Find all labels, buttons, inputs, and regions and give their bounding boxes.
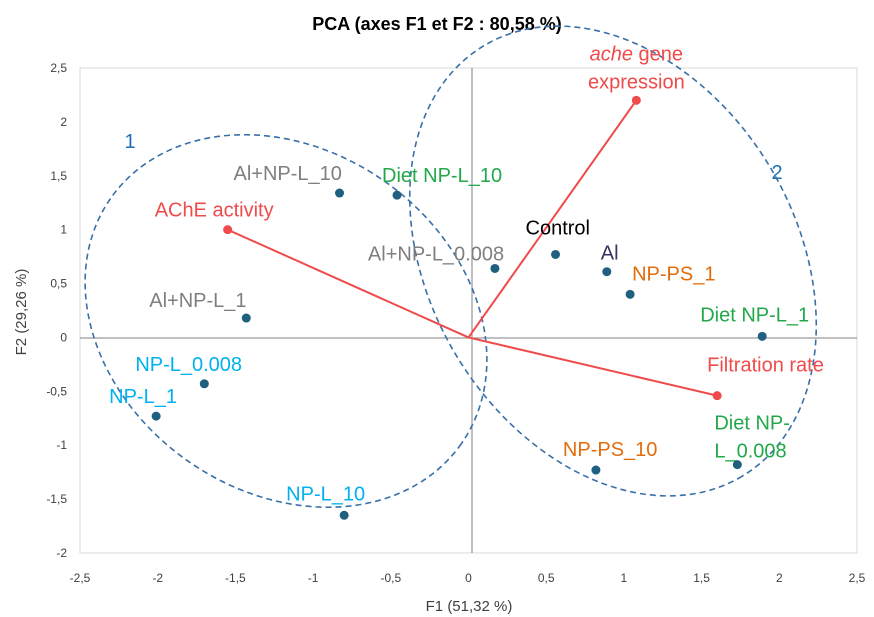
variable-vector-tip bbox=[712, 391, 722, 401]
observation-label: Diet NP-L_1 bbox=[700, 304, 809, 326]
x-tick-label: 1 bbox=[621, 571, 628, 585]
x-axis-ticks: -2,5 -2 -1,5 -1 -0,5 0 0,5 1 1,5 2 2,5 bbox=[70, 571, 866, 585]
variable-vector-line bbox=[468, 336, 718, 397]
y-tick-label: -2 bbox=[56, 546, 67, 560]
y-axis-ticks: 2,5 2 1,5 1 0,5 0 -0,5 -1 -1,5 -2 bbox=[46, 61, 67, 560]
observation-point bbox=[625, 289, 635, 299]
y-tick-label: 1,5 bbox=[50, 169, 67, 183]
observation-point bbox=[392, 190, 402, 200]
observation-label: Control bbox=[526, 217, 590, 239]
y-tick-label: 2 bbox=[60, 115, 67, 129]
variable-label: Filtration rate bbox=[707, 355, 824, 377]
y-tick-label: 0,5 bbox=[50, 277, 67, 291]
observation-label: Al+NP-L_0.008 bbox=[368, 243, 504, 265]
cluster-ellipse-1 bbox=[84, 133, 488, 509]
observation-point bbox=[490, 263, 500, 273]
cluster-ellipses: 1 2 bbox=[84, 25, 818, 509]
x-axis-label: F1 (51,32 %) bbox=[426, 598, 513, 615]
cluster-label-1: 1 bbox=[124, 131, 135, 153]
cluster-ellipse-2 bbox=[408, 25, 818, 497]
y-tick-label: 2,5 bbox=[50, 61, 67, 75]
cluster-label-2: 2 bbox=[771, 162, 782, 184]
chart-title: PCA (axes F1 et F2 : 80,58 %) bbox=[312, 14, 561, 34]
observation-point bbox=[591, 465, 601, 475]
observation-point bbox=[602, 267, 612, 277]
x-tick-label: -1 bbox=[308, 571, 319, 585]
observation-point bbox=[757, 331, 767, 341]
observation-label: NP-L_10 bbox=[286, 483, 365, 505]
x-tick-label: -0,5 bbox=[380, 571, 401, 585]
observation-point bbox=[339, 510, 349, 520]
x-tick-label: 2 bbox=[776, 571, 783, 585]
observation-point bbox=[732, 460, 742, 470]
observation-point bbox=[335, 188, 345, 198]
x-tick-label: -2 bbox=[152, 571, 163, 585]
y-tick-label: -1 bbox=[56, 438, 67, 452]
variable-vector-tip bbox=[631, 95, 641, 105]
x-tick-label: 0 bbox=[465, 571, 472, 585]
variable-vector-tip bbox=[223, 225, 233, 235]
observation-label: Al bbox=[601, 243, 619, 265]
variable-vectors: ache gene expression AChE activity Filtrati… bbox=[155, 43, 824, 401]
observation-label: NP-L_0.008 bbox=[135, 354, 242, 376]
y-axis-label: F2 (29,26 %) bbox=[13, 269, 30, 356]
y-tick-label: 0 bbox=[60, 330, 67, 344]
observation-label: NP-PS_1 bbox=[632, 263, 715, 285]
observation-points: Al+NP-L_10 Diet NP-L_10 Al+NP-L_0.008 Contr… bbox=[109, 163, 809, 520]
variable-vector-line bbox=[227, 228, 469, 339]
y-tick-label: -0,5 bbox=[46, 384, 67, 398]
observation-point bbox=[151, 411, 161, 421]
observation-point bbox=[241, 313, 251, 323]
y-tick-label: -1,5 bbox=[46, 492, 67, 506]
observation-point bbox=[199, 379, 209, 389]
observation-label: Diet NP-L_0.008 bbox=[714, 413, 790, 463]
x-tick-label: 2,5 bbox=[849, 571, 866, 585]
variable-vector-line bbox=[467, 99, 638, 339]
variable-label: AChE activity bbox=[155, 200, 274, 222]
x-tick-label: -1,5 bbox=[225, 571, 246, 585]
x-tick-label: -2,5 bbox=[70, 571, 91, 585]
observation-label: Diet NP-L_10 bbox=[382, 165, 502, 187]
plot-border bbox=[79, 67, 858, 554]
observation-label: NP-PS_10 bbox=[563, 439, 658, 461]
y-tick-label: 1 bbox=[60, 223, 67, 237]
observation-point bbox=[551, 249, 561, 259]
observation-label: Al+NP-L_10 bbox=[234, 163, 342, 185]
x-tick-label: 0,5 bbox=[538, 571, 555, 585]
x-tick-label: 1,5 bbox=[693, 571, 710, 585]
observation-label: NP-L_1 bbox=[109, 386, 177, 408]
variable-label: ache gene expression bbox=[588, 43, 685, 93]
observation-label: Al+NP-L_1 bbox=[149, 290, 246, 312]
